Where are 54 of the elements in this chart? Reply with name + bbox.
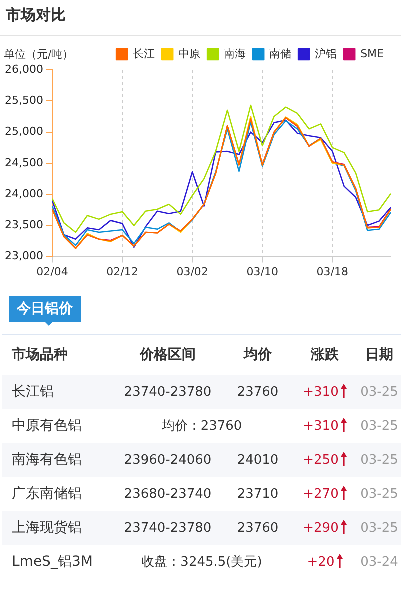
category-label: 市场品种 [11, 346, 69, 365]
legend-label: 长江 [133, 47, 156, 60]
category-label: LmeS_铝3M [12, 554, 93, 570]
text: 03-25 [360, 520, 398, 536]
text: +290 [303, 521, 339, 536]
text: 均价：23760 [162, 419, 242, 434]
y-tick-label: 23,000 [4, 250, 44, 263]
legend-label: 中原 [178, 47, 201, 60]
x-tick-label: 03/18 [316, 265, 348, 278]
category-label: 均价 [242, 346, 273, 365]
text: 今日铝价 [9, 296, 81, 322]
category-label: 涨跌 [310, 346, 340, 365]
y-tick-label: 24,500 [4, 156, 44, 170]
legend-label: 南海 [224, 47, 246, 60]
legend-label: 沪铝 [315, 47, 338, 60]
text: 23760 [237, 384, 279, 400]
text: 03-25 [360, 418, 398, 434]
text: +250 [303, 453, 339, 468]
text: 03-25 [360, 452, 398, 468]
legend-label: SME [360, 47, 384, 60]
y-axis-title: 单位（元/吨） [4, 48, 74, 61]
category-label: 价格区间 [138, 346, 197, 365]
category-label: 日期 [364, 346, 394, 365]
text: 23740-23780 [124, 520, 212, 536]
text: 03-25 [360, 384, 398, 400]
text: 23960-24060 [124, 452, 212, 468]
x-tick-label: 02/04 [36, 265, 68, 278]
y-tick-label: 23,500 [4, 218, 44, 232]
text: +20 [307, 555, 335, 570]
text: +310 [303, 385, 339, 400]
category-label: 中原有色铝 [12, 418, 82, 434]
text: 23680-23740 [124, 486, 212, 502]
y-tick-label: 26,000 [4, 62, 44, 76]
text: 24010 [237, 452, 279, 468]
text: 23740-23780 [124, 384, 212, 400]
text: +310 [303, 419, 339, 434]
x-tick-label: 02/12 [106, 265, 138, 278]
category-label: 长江铝 [12, 384, 54, 400]
category-label: 南海有色铝 [12, 452, 82, 468]
chart-title: 市场对比 [0, 0, 401, 36]
y-tick-label: 24,000 [4, 187, 44, 200]
text: 23760 [237, 520, 279, 536]
x-tick-label: 03/10 [246, 265, 278, 278]
y-tick-label: 25,000 [4, 125, 44, 138]
category-label: 上海现货铝 [12, 520, 82, 536]
text: 收盘：3245.5(美元) [142, 555, 262, 570]
text: 03-25 [360, 486, 398, 502]
category-label: 广东南储铝 [12, 486, 82, 502]
legend-label: 南储 [270, 47, 292, 60]
y-tick-label: 25,500 [4, 94, 44, 107]
x-tick-label: 03/02 [176, 265, 208, 278]
text: 03-24 [360, 554, 398, 570]
text: +270 [303, 487, 339, 502]
text: 23710 [237, 486, 279, 502]
